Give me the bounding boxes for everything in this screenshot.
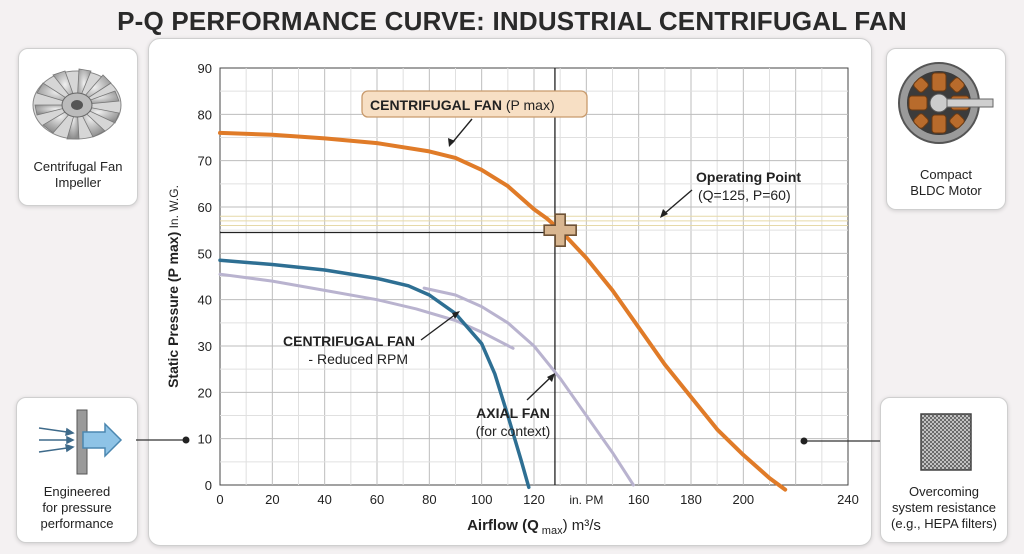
operating-point-values: (Q=125, P=60) (698, 187, 791, 203)
reduced-rpm-sub: - Reduced RPM (308, 351, 408, 367)
resistance-caption-3: (e.g., HEPA filters) (891, 516, 997, 531)
x-tick-label: 40 (317, 492, 331, 507)
hepa-filter-icon (920, 413, 972, 471)
impeller-icon (32, 68, 122, 140)
resistance-caption-1: Overcoming (908, 484, 980, 499)
centrifugal-label: CENTRIFUGAL FAN (P max) (370, 97, 555, 113)
x-tick-label: 60 (370, 492, 384, 507)
operating-point-title: Operating Point (696, 169, 801, 185)
axial-fan-arrow (526, 376, 552, 401)
centrifugal-label-arrow (451, 118, 473, 144)
pressure-card: Engineered for pressure performance (16, 397, 138, 543)
x-tick-label: 160 (628, 492, 650, 507)
series-reduced-rpm-line (218, 272, 515, 350)
airflow-arrow-icon (38, 409, 123, 475)
reduced-rpm-title: CENTRIFUGAL FAN (283, 333, 415, 349)
x-tick-label: 240 (837, 492, 859, 507)
pressure-caption-3: performance (40, 516, 114, 531)
impeller-card: Centrifugal Fan Impeller (18, 48, 138, 206)
y-tick-label: 60 (198, 200, 212, 215)
y-tick-label: 40 (198, 293, 212, 308)
y-tick-label: 0 (205, 478, 212, 493)
y-tick-label: 20 (198, 385, 212, 400)
y-axis-label: Static Pressure (P max) In. W.G. (165, 185, 181, 388)
x-tick-label: 80 (422, 492, 436, 507)
impeller-caption-2: Impeller (54, 175, 102, 190)
axial-fan-arrow-head (547, 373, 555, 382)
axial-fan-title: AXIAL FAN (476, 405, 550, 421)
y-tick-label: 90 (198, 61, 212, 76)
motor-icon (898, 62, 994, 144)
motor-card: Compact BLDC Motor (886, 48, 1006, 210)
motor-caption-2: BLDC Motor (910, 183, 982, 198)
series-axial-fan-line (218, 258, 531, 490)
y-tick-label: 50 (198, 246, 212, 261)
operating-point-arrow-head (660, 209, 668, 218)
operating-point-marker (543, 213, 577, 247)
operating-point-arrow (663, 189, 693, 215)
x-tick-label: 120 (523, 492, 545, 507)
y-tick-label: 10 (198, 432, 212, 447)
resistance-card: Overcoming system resistance (e.g., HEPA… (880, 397, 1008, 543)
y-tick-label: 30 (198, 339, 212, 354)
y-tick-label: 70 (198, 154, 212, 169)
x-tick-label: 180 (680, 492, 702, 507)
x-tick-label: 0 (216, 492, 223, 507)
x-tick-label: 200 (732, 492, 754, 507)
page-title: P-Q PERFORMANCE CURVE: INDUSTRIAL CENTRI… (117, 6, 907, 36)
pressure-caption-1: Engineered (43, 484, 111, 499)
pressure-connector-dot (182, 436, 190, 444)
x-tick-label: in. PM (569, 493, 603, 507)
centrifugal-arrow-head (448, 138, 455, 147)
pressure-caption-2: for pressure (42, 500, 112, 515)
centrifugal-label-box (361, 90, 588, 118)
resistance-caption-2: system resistance (891, 500, 997, 515)
x-axis-label: Airflow (Q max) m³/s (467, 517, 601, 537)
x-tick-label: 20 (265, 492, 279, 507)
resistance-connector-dot (800, 437, 808, 445)
x-tick-label: 100 (471, 492, 493, 507)
reduced-rpm-arrow-head (452, 311, 460, 319)
motor-caption-1: Compact (919, 167, 973, 182)
reduced-rpm-arrow (420, 313, 457, 341)
impeller-caption-1: Centrifugal Fan (33, 159, 123, 174)
y-tick-label: 80 (198, 107, 212, 122)
axial-fan-sub: (for context) (476, 423, 551, 439)
series-reduced-rpm-line-2 (422, 286, 635, 487)
